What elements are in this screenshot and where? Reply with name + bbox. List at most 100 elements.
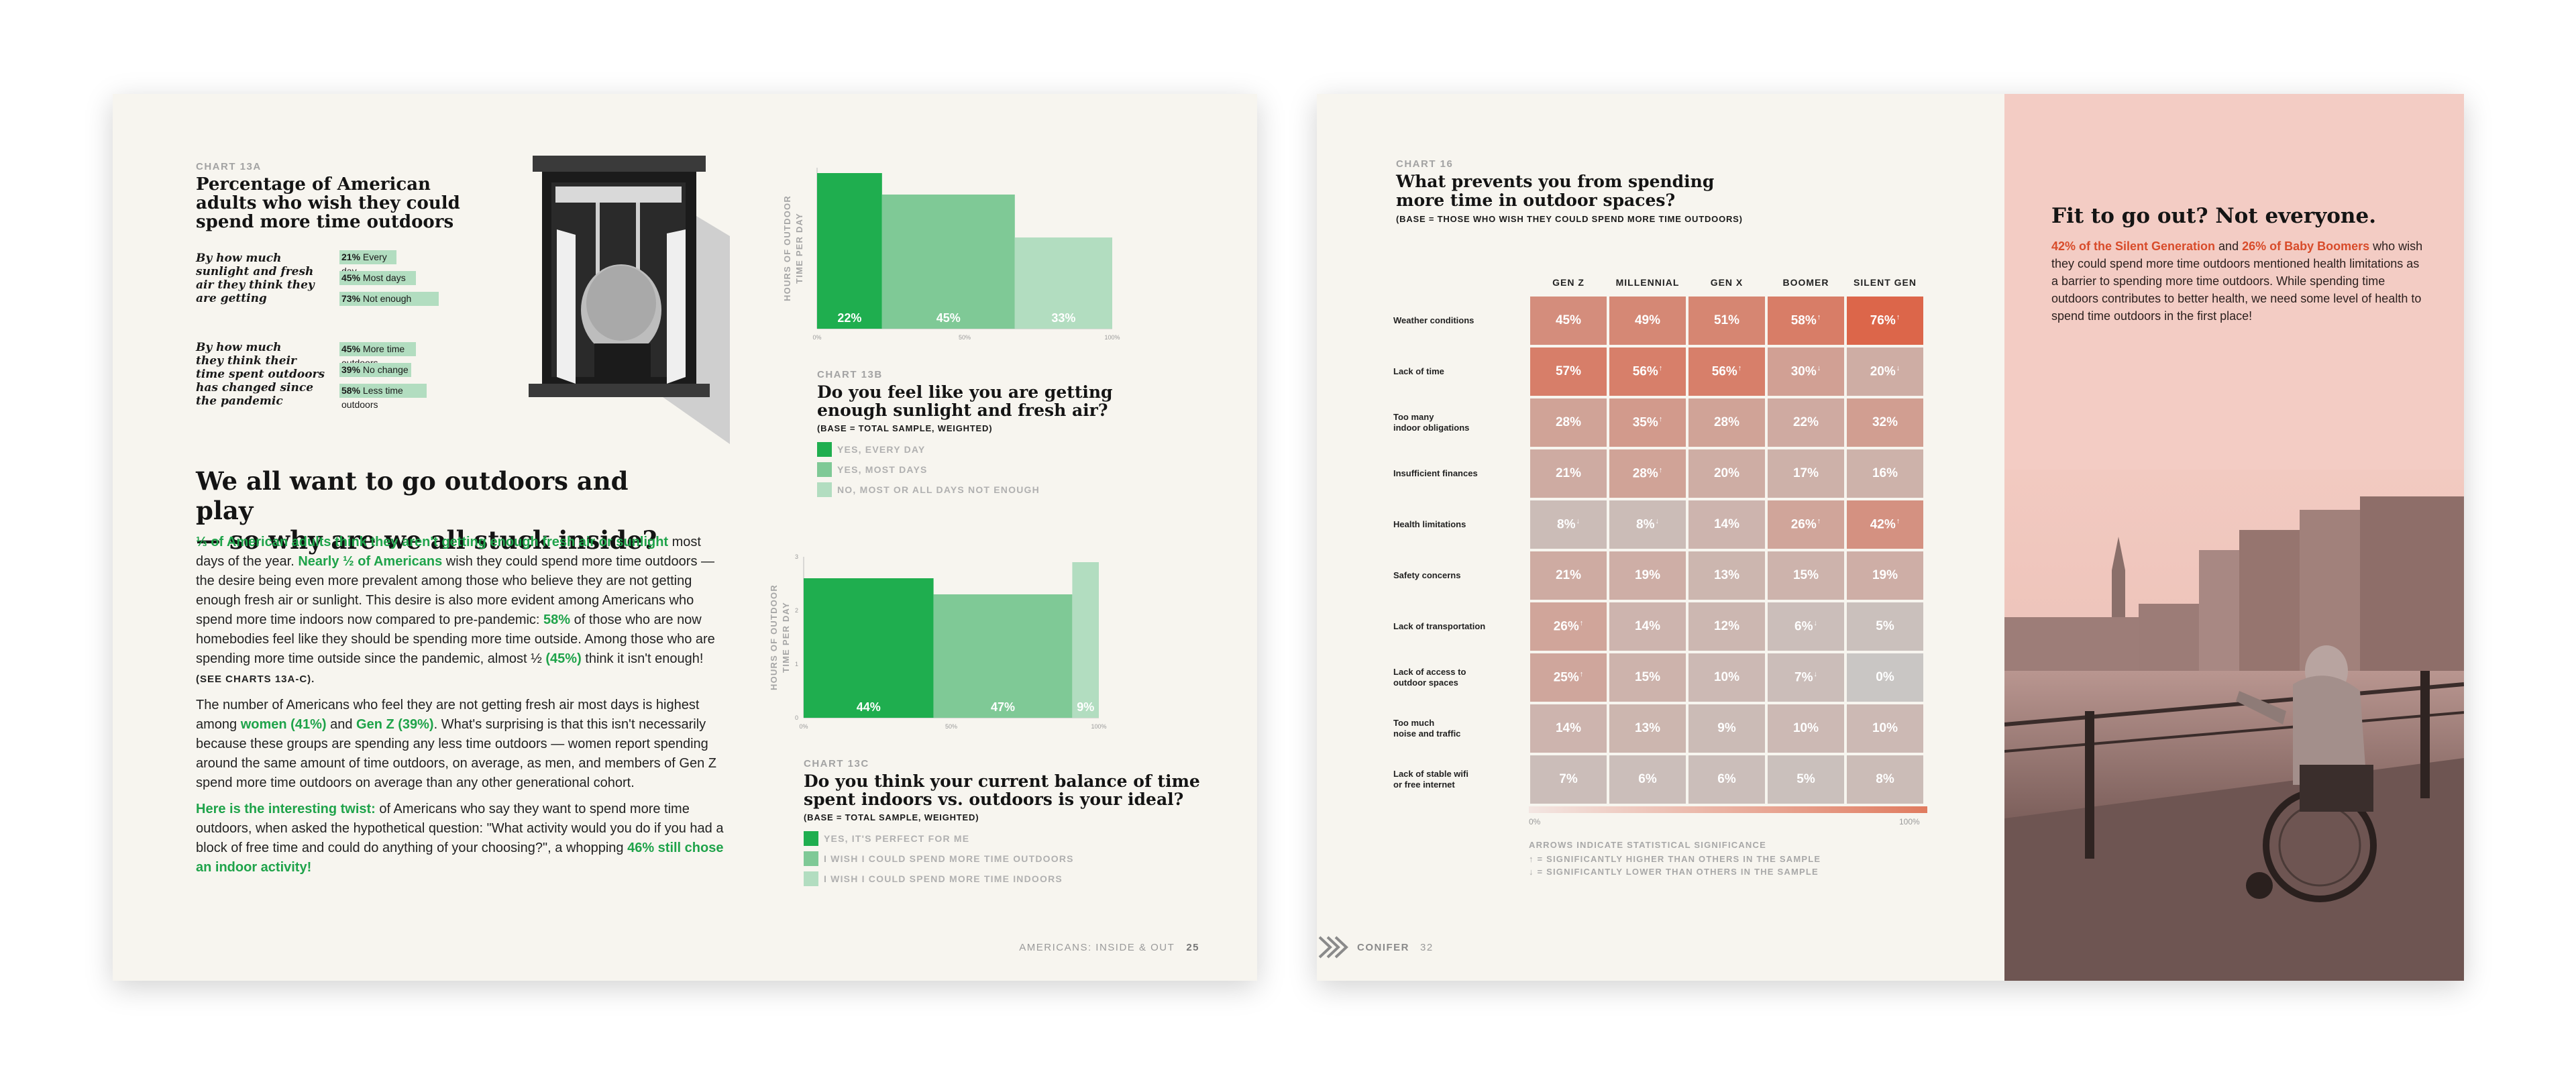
bar: [804, 578, 934, 718]
row-label: Lack of transportation: [1393, 602, 1527, 651]
legend-swatch: [804, 851, 818, 866]
window-illustration: [529, 156, 730, 444]
heatmap-cell-value: 28%: [1713, 415, 1740, 429]
chart-16-notes: ARROWS INDICATE STATISTICAL SIGNIFICANCE…: [1529, 840, 1998, 877]
heatmap-cell: 26%↑: [1768, 500, 1844, 549]
row-label: Too many indoor obligations: [1393, 398, 1527, 447]
y-tick-label: 0: [795, 714, 798, 721]
heatmap-cell-value: 21%: [1555, 568, 1582, 582]
arrow-down-icon: ↓: [1655, 517, 1659, 525]
heatmap-corner: [1393, 271, 1527, 294]
pill-bar: 45% More time outdoors: [339, 342, 416, 368]
bar-value-label: 33%: [1051, 311, 1075, 325]
chart-13a-group2-label: By how much they think their time spent …: [196, 341, 325, 408]
heatmap-cell: 7%↓: [1768, 653, 1844, 702]
y-axis-label-line: HOURS OF OUTDOOR: [782, 195, 792, 301]
row-label-line: Safety concerns: [1393, 570, 1461, 580]
legend-swatch: [804, 871, 818, 886]
arrow-down-icon: ↓: [1813, 669, 1817, 678]
column-header: MILLENNIAL: [1615, 277, 1680, 288]
heatmap-cell: 8%: [1847, 755, 1923, 804]
left-page: CHART 13A Percentage of American adults …: [113, 94, 1257, 981]
heatmap-cell-value: 45%: [1555, 313, 1582, 327]
row-label: Insufficient finances: [1393, 449, 1527, 498]
heatmap-cell-value: 76%: [1870, 313, 1896, 328]
heatmap-cell: 35%↑: [1609, 398, 1686, 447]
heatmap-cell-value: 30%: [1790, 364, 1817, 379]
significance-note: ARROWS INDICATE STATISTICAL SIGNIFICANCE: [1529, 840, 1766, 850]
heatmap-cell-value: 17%: [1792, 466, 1819, 480]
heatmap-cell: 14%: [1530, 704, 1607, 753]
row-label: Safety concerns: [1393, 551, 1527, 600]
chart-16-title: What prevents you from spending more tim…: [1396, 172, 1715, 210]
heatmap-cell-value: 19%: [1634, 568, 1661, 582]
row-label: Lack of stable wifi or free internet: [1393, 755, 1527, 804]
row-label-line: outdoor spaces: [1393, 678, 1458, 688]
arrow-down-icon: ↓: [1817, 364, 1821, 372]
legend-item: YES, EVERY DAY: [817, 441, 1193, 458]
chart-13c-base: (BASE = TOTAL SAMPLE, WEIGHTED): [804, 812, 979, 822]
heatmap-cell-value: 20%: [1870, 364, 1896, 379]
x-tick-label: 0%: [799, 723, 808, 730]
y-tick-label: 2: [795, 607, 798, 614]
heatmap-cell-value: 20%: [1713, 466, 1740, 480]
row-label-line: Health limitations: [1393, 519, 1466, 529]
chart-13c-legend: YES, IT'S PERFECT FOR ME I WISH I COULD …: [804, 830, 1233, 887]
heatmap-row: Health limitations 8%↓ 8%↓ 14% 26%↑ 42%↑: [1393, 500, 1923, 549]
heatmap-cell-value: 7%: [1559, 772, 1578, 786]
chart-13b-title: Do you feel like you are getting enough …: [817, 382, 1113, 420]
heatmap-cell-value: 28%: [1632, 466, 1658, 481]
heatmap-cell: 21%: [1530, 551, 1607, 600]
y-axis-label-line: HOURS OF OUTDOOR: [769, 584, 779, 690]
heatmap-cell: 9%: [1688, 704, 1765, 753]
row-label: Weather conditions: [1393, 297, 1527, 345]
legend-item: NO, MOST OR ALL DAYS NOT ENOUGH: [817, 482, 1193, 498]
legend-swatch: [817, 482, 832, 497]
row-label-line: noise and traffic: [1393, 729, 1461, 739]
arrow-up-icon: ↑: [1658, 415, 1663, 423]
footer-title: AMERICANS: INSIDE & OUT: [1019, 942, 1175, 953]
heatmap-cell-value: 51%: [1713, 313, 1740, 327]
heatmap-cell-value: 15%: [1634, 670, 1661, 684]
heatmap-cell-value: 58%: [1790, 313, 1817, 328]
row-label: Lack of access to outdoor spaces: [1393, 653, 1527, 702]
page-footer-right: CONIFER 32: [1318, 934, 1434, 960]
heatmap-cell: 20%↓: [1847, 347, 1923, 396]
heatmap-cell-value: 6%: [1638, 772, 1657, 786]
row-label-line: Lack of stable wifi: [1393, 769, 1468, 779]
row-label-line: Insufficient finances: [1393, 468, 1478, 478]
scale-min-label: 0%: [1529, 817, 1541, 826]
heatmap-cell: 56%↑: [1688, 347, 1765, 396]
heatmap-cell: 51%: [1688, 297, 1765, 345]
row-label: Too much noise and traffic: [1393, 704, 1527, 753]
heatmap-cell: 6%: [1609, 755, 1686, 804]
chart-16-header: CHART 16 What prevents you from spending…: [1396, 158, 1866, 224]
heatmap-cell-value: 35%: [1632, 415, 1658, 430]
heatmap-cell: 8%↓: [1530, 500, 1607, 549]
y-axis-label-line: TIME PER DAY: [781, 602, 791, 673]
sidebar-heading: Fit to go out? Not everyone.: [2051, 204, 2376, 228]
heatmap-cell-value: 5%: [1876, 619, 1894, 633]
page-number: 25: [1186, 942, 1199, 953]
arrow-up-icon: ↑: [1817, 313, 1821, 321]
pill-bar: 58% Less time outdoors: [339, 384, 427, 410]
heatmap-cell: 28%: [1688, 398, 1765, 447]
legend-item: I WISH I COULD SPEND MORE TIME OUTDOORS: [804, 851, 1233, 867]
heatmap-row: Lack of transportation 26%↑ 14% 12% 6%↓ 5%: [1393, 602, 1923, 651]
heatmap-cell: 8%↓: [1609, 500, 1686, 549]
pill-bar: 39% No change: [339, 363, 411, 377]
x-tick-label: 100%: [1104, 334, 1120, 341]
sidebar-panel: Fit to go out? Not everyone. 42% of the …: [2004, 94, 2464, 981]
bar: [1072, 562, 1099, 718]
pill-row: 21% Every day: [339, 250, 541, 276]
bar: [933, 594, 1073, 718]
heatmap-cell-value: 8%: [1557, 517, 1576, 532]
heatmap-table: GEN Z MILLENNIAL GEN X BOOMER SILENT GEN Weat…: [1391, 268, 1926, 806]
legend-item: YES, MOST DAYS: [817, 462, 1193, 478]
heatmap-cell: 57%: [1530, 347, 1607, 396]
significance-up-note: ↑ = SIGNIFICANTLY HIGHER THAN OTHERS IN …: [1529, 854, 1821, 864]
row-label-line: Too many: [1393, 412, 1434, 422]
bar-value-label: 9%: [1077, 700, 1094, 714]
legend-item: I WISH I COULD SPEND MORE TIME INDOORS: [804, 871, 1233, 887]
column-header: SILENT GEN: [1853, 277, 1917, 288]
